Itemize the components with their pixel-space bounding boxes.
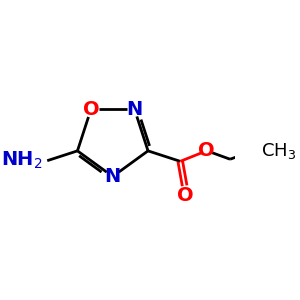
Text: N: N xyxy=(105,167,121,186)
Text: NH$_2$: NH$_2$ xyxy=(2,150,43,171)
Text: N: N xyxy=(126,100,143,119)
Text: O: O xyxy=(199,141,215,160)
Text: CH$_3$: CH$_3$ xyxy=(261,141,296,161)
Text: O: O xyxy=(82,100,99,119)
Text: O: O xyxy=(177,186,194,205)
